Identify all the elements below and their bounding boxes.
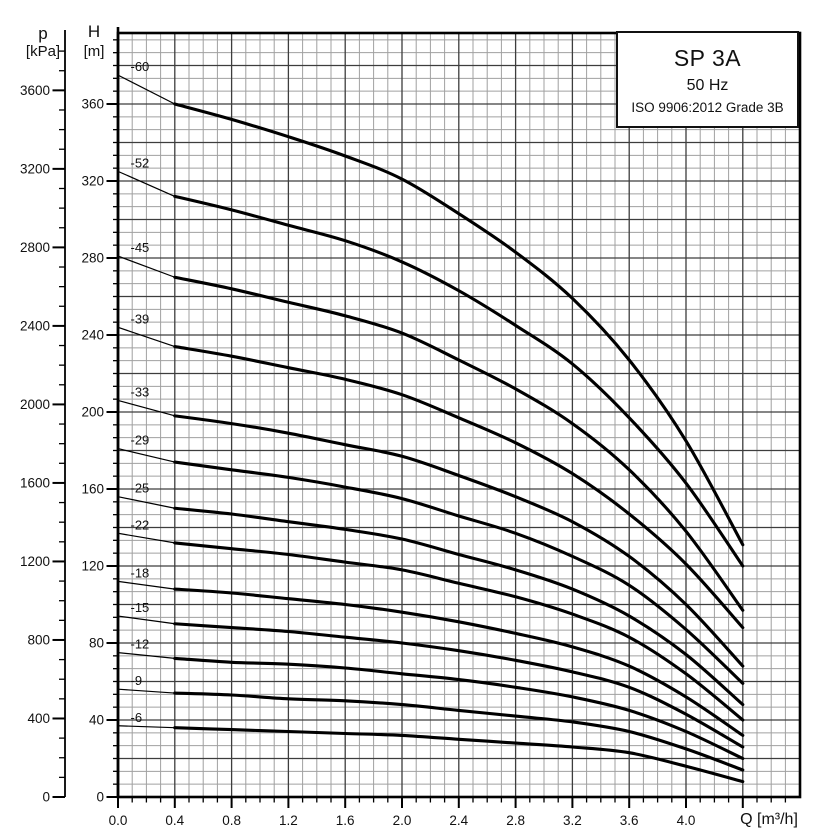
grid	[118, 33, 800, 797]
tick-label: 280	[81, 251, 104, 266]
curve-60	[173, 102, 745, 547]
curve-label-12: -12	[131, 637, 150, 652]
tick-label: 2000	[20, 397, 50, 412]
flow-axis: 0.0 0.4 0.8 1.2 1.6 2.0 2.4 2.8 3.2 3.6 4.0	[109, 797, 787, 828]
curve-label-29: -29	[131, 433, 150, 448]
tick-label: 2800	[20, 240, 50, 255]
curve-label-6: -6	[131, 710, 143, 725]
tick-label: 0	[96, 790, 104, 805]
pressure-axis: 0 400 800 1200 1600 2000 2400 2800 3200 3600	[20, 50, 65, 805]
tick-label: 2.8	[506, 813, 525, 828]
curve-lowflow-22	[117, 532, 175, 544]
tick-label: 0.8	[222, 813, 241, 828]
curve-lowflow-12	[117, 652, 175, 659]
curve-lowflow-18	[117, 580, 175, 590]
curve-lowflow-9	[117, 688, 175, 694]
tick-label: 160	[81, 482, 104, 497]
tick-label: 360	[81, 97, 104, 112]
curve-lowflow-39	[117, 326, 175, 348]
tick-label: 320	[81, 174, 104, 189]
curve-lowflow-60	[117, 74, 176, 105]
tick-label: 1.2	[279, 813, 298, 828]
curve-lowflow-25	[117, 496, 175, 509]
pressure-axis-unit: [kPa]	[25, 43, 61, 60]
tick-label: 4.0	[677, 813, 696, 828]
curve-label-45: -45	[131, 240, 150, 255]
curve-39	[173, 345, 745, 630]
pressure-axis-symbol: p	[38, 24, 48, 43]
tick-label: 1200	[20, 554, 50, 569]
tick-label: 240	[81, 328, 104, 343]
curve-lowflow-29	[117, 447, 175, 463]
curve-lowflow-6	[117, 725, 175, 729]
title-box: SP 3A 50 Hz ISO 9906:2012 Grade 3B	[616, 31, 799, 128]
curve-33	[173, 414, 745, 668]
curve-label-33: -33	[131, 384, 150, 399]
curve-label-39: -39	[131, 311, 150, 326]
tick-label: 2.0	[393, 813, 412, 828]
head-axis-symbol: H	[87, 22, 101, 41]
tick-label: 2400	[20, 318, 50, 333]
curve-29	[173, 460, 745, 685]
pump-frequency: 50 Hz	[686, 76, 729, 94]
tick-label: 40	[89, 713, 104, 728]
curve-22	[173, 541, 745, 722]
tick-label: 3200	[20, 161, 50, 176]
curve-label-25: -25	[131, 481, 150, 496]
head-axis: 0 40 80 120 160 200 240 280 320 360	[81, 39, 118, 805]
flow-axis-label: Q [m³/h]	[740, 811, 798, 828]
curve-lowflow-52	[117, 170, 176, 197]
curve-label-60: -60	[131, 59, 150, 74]
tick-label: 1.6	[336, 813, 355, 828]
curve-45	[173, 275, 745, 612]
tick-label: 1600	[20, 475, 50, 490]
tick-label: 3.2	[563, 813, 582, 828]
curve-label-15: -15	[131, 600, 150, 615]
curve-label-9: -9	[131, 673, 143, 688]
tick-label: 2.4	[449, 813, 468, 828]
curve-52	[173, 194, 745, 568]
curve-label-22: -22	[131, 517, 150, 532]
tick-label: 800	[27, 632, 50, 647]
tick-label: 0	[42, 790, 50, 805]
curve-lowflow-33	[117, 399, 175, 417]
test-standard: ISO 9906:2012 Grade 3B	[631, 99, 784, 115]
tick-label: 400	[27, 711, 50, 726]
curve-label-52: -52	[131, 155, 150, 170]
tick-label: 200	[81, 405, 104, 420]
tick-label: 120	[81, 559, 104, 574]
curve-12	[173, 656, 745, 761]
tick-label: 3.6	[620, 813, 639, 828]
curve-lowflow-15	[117, 615, 175, 625]
head-axis-unit: [m]	[83, 43, 105, 60]
curve-15	[173, 622, 745, 749]
curve-6	[173, 726, 745, 784]
curve-25	[173, 506, 745, 707]
curve-9	[173, 691, 745, 772]
tick-label: 0.4	[165, 813, 184, 828]
pump-model: SP 3A	[673, 44, 742, 71]
curve-label-18: -18	[131, 565, 150, 580]
tick-label: 3600	[20, 83, 50, 98]
tick-label: 80	[89, 636, 104, 651]
tick-label: 0.0	[109, 813, 128, 828]
curve-lowflow-45	[117, 255, 176, 278]
curves: -60 -52 -45 -39 -33 -29 -25 -22 -18 -15 -12 -9 -6	[117, 59, 745, 784]
curve-18	[173, 587, 745, 737]
